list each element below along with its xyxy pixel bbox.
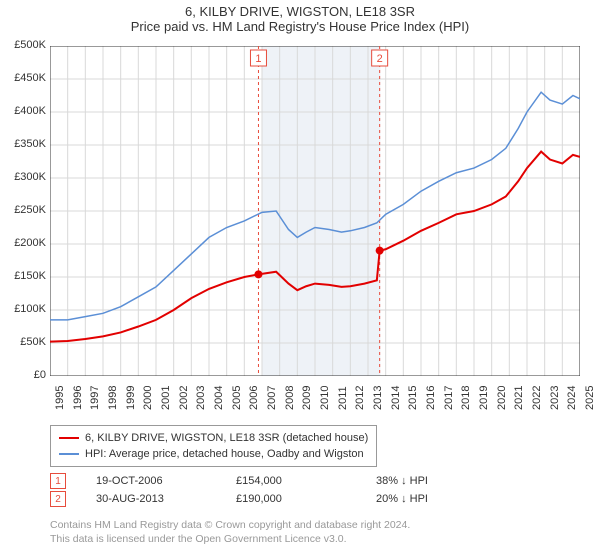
chart-subtitle: Price paid vs. HM Land Registry's House … [0,19,600,40]
x-tick-label: 2023 [549,386,561,410]
legend-swatch-property [59,437,79,439]
x-tick-label: 2011 [337,386,349,410]
y-tick-label: £50K [2,336,46,348]
x-tick-label: 2000 [142,386,154,410]
sale-date-1: 19-OCT-2006 [96,475,206,487]
x-tick-label: 2021 [513,386,525,410]
sale-price-1: £154,000 [236,475,346,487]
legend-item-property: 6, KILBY DRIVE, WIGSTON, LE18 3SR (detac… [59,430,368,446]
svg-text:2: 2 [377,53,383,65]
sale-marker-box-1: 1 [50,473,66,489]
sale-num-1: 1 [55,476,61,487]
x-tick-label: 2008 [284,386,296,410]
x-tick-label: 2014 [390,386,402,410]
x-tick-label: 2013 [372,386,384,410]
y-tick-label: £250K [2,204,46,216]
x-tick-label: 2015 [407,386,419,410]
x-tick-label: 2004 [213,386,225,410]
sale-date-2: 30-AUG-2013 [96,493,206,505]
x-tick-label: 1999 [125,386,137,410]
sale-price-2: £190,000 [236,493,346,505]
chart-container: 6, KILBY DRIVE, WIGSTON, LE18 3SR Price … [0,0,600,560]
plot-area: 12 [50,46,580,376]
chart-svg: 12 [50,46,580,376]
y-tick-label: £200K [2,237,46,249]
svg-text:1: 1 [255,53,261,65]
x-tick-label: 2020 [496,386,508,410]
y-tick-label: £150K [2,270,46,282]
x-tick-label: 2005 [231,386,243,410]
y-tick-label: £400K [2,105,46,117]
x-tick-label: 2012 [354,386,366,410]
sale-delta-1: 38% ↓ HPI [376,475,486,487]
x-tick-label: 2001 [160,386,172,410]
x-tick-label: 2025 [584,386,596,410]
x-tick-label: 2016 [425,386,437,410]
x-tick-label: 1997 [89,386,101,410]
x-tick-label: 2006 [248,386,260,410]
x-tick-label: 1998 [107,386,119,410]
sale-row-1: 1 19-OCT-2006 £154,000 38% ↓ HPI [50,472,486,490]
x-tick-label: 2017 [443,386,455,410]
footer-line-1: Contains HM Land Registry data © Crown c… [50,518,410,532]
y-tick-label: £450K [2,72,46,84]
sale-delta-2: 20% ↓ HPI [376,493,486,505]
y-tick-label: £350K [2,138,46,150]
legend-swatch-hpi [59,453,79,455]
legend-label-property: 6, KILBY DRIVE, WIGSTON, LE18 3SR (detac… [85,432,368,444]
sale-markers-table: 1 19-OCT-2006 £154,000 38% ↓ HPI 2 30-AU… [50,472,486,508]
y-tick-label: £500K [2,39,46,51]
x-tick-label: 2002 [178,386,190,410]
footer-line-2: This data is licensed under the Open Gov… [50,532,410,546]
legend-label-hpi: HPI: Average price, detached house, Oadb… [85,448,364,460]
y-tick-label: £100K [2,303,46,315]
x-tick-label: 2024 [566,386,578,410]
sale-num-2: 2 [55,494,61,505]
x-tick-label: 2007 [266,386,278,410]
x-tick-label: 2010 [319,386,331,410]
x-tick-label: 2022 [531,386,543,410]
x-tick-label: 2018 [460,386,472,410]
x-tick-label: 2009 [301,386,313,410]
legend-box: 6, KILBY DRIVE, WIGSTON, LE18 3SR (detac… [50,425,377,467]
y-tick-label: £300K [2,171,46,183]
x-tick-label: 1996 [72,386,84,410]
legend-item-hpi: HPI: Average price, detached house, Oadb… [59,446,368,462]
chart-title: 6, KILBY DRIVE, WIGSTON, LE18 3SR [0,0,600,19]
x-tick-label: 1995 [54,386,66,410]
footer-attribution: Contains HM Land Registry data © Crown c… [50,518,410,546]
sale-row-2: 2 30-AUG-2013 £190,000 20% ↓ HPI [50,490,486,508]
x-tick-label: 2019 [478,386,490,410]
sale-marker-box-2: 2 [50,491,66,507]
y-tick-label: £0 [2,369,46,381]
x-tick-label: 2003 [195,386,207,410]
